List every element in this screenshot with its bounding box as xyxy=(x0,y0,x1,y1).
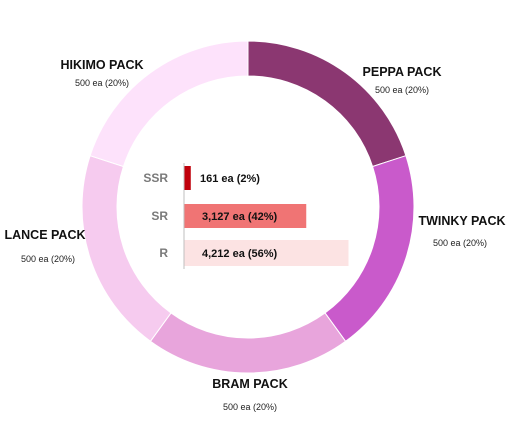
donut-slice-peppa-pack xyxy=(247,40,407,168)
slice-label-lance-pack: LANCE PACK xyxy=(4,228,85,242)
slice-value-twinky-pack: 500 ea (20%) xyxy=(433,238,487,248)
slice-label-peppa-pack: PEPPA PACK xyxy=(363,65,442,79)
slice-value-hikimo-pack: 500 ea (20%) xyxy=(75,78,129,88)
donut-chart xyxy=(81,40,415,374)
slice-value-peppa-pack: 500 ea (20%) xyxy=(375,85,429,95)
bar-category-sr: SR xyxy=(151,209,168,223)
slice-label-bram-pack: BRAM PACK xyxy=(212,377,287,391)
rarity-bar-chart: SSR 161 ea (2%) SR 3,127 ea (42%) R 4,212 ea … xyxy=(143,163,349,269)
bar-value-label-ssr: 161 ea (2%) xyxy=(200,173,260,185)
slice-value-bram-pack: 500 ea (20%) xyxy=(223,402,277,412)
bar-category-ssr: SSR xyxy=(143,171,168,185)
slice-label-hikimo-pack: HIKIMO PACK xyxy=(60,58,143,72)
bar-value-label-r: 4,212 ea (56%) xyxy=(202,248,278,260)
donut-slice-hikimo-pack xyxy=(89,40,249,168)
bar-r xyxy=(184,240,349,266)
bar-sr xyxy=(184,204,307,228)
bar-value-label-sr: 3,127 ea (42%) xyxy=(202,211,278,223)
slice-labels: PEPPA PACK 500 ea (20%) TWINKY PACK 500 ea … xyxy=(4,58,505,412)
slice-label-twinky-pack: TWINKY PACK xyxy=(418,214,505,228)
donut-slice-bram-pack xyxy=(149,312,347,374)
bar-category-r: R xyxy=(159,246,168,260)
bar-ssr xyxy=(184,166,191,190)
slice-value-lance-pack: 500 ea (20%) xyxy=(21,254,75,264)
